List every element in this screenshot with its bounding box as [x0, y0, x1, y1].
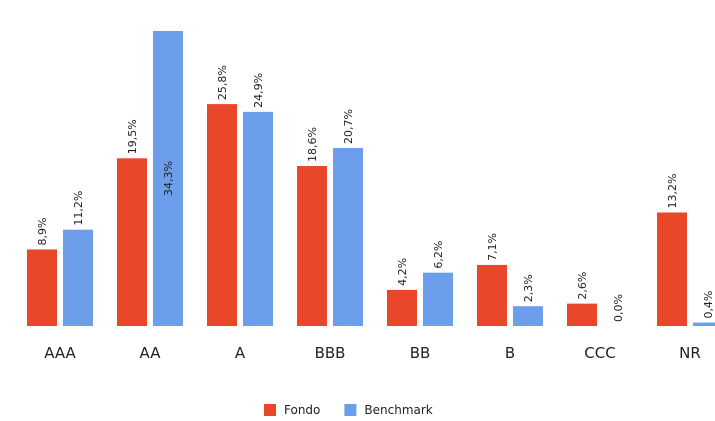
value-label: 8,9%	[36, 218, 49, 246]
bar	[63, 229, 93, 326]
value-label: 2,3%	[522, 274, 535, 302]
bar	[423, 272, 453, 326]
bar	[297, 166, 327, 326]
legend-label: Fondo	[284, 403, 320, 417]
value-label: 0,0%	[612, 294, 625, 322]
bar	[207, 104, 237, 327]
legend-swatch	[264, 404, 276, 416]
value-label: 25,8%	[216, 65, 229, 100]
value-label: 2,6%	[576, 272, 589, 300]
bar	[513, 306, 543, 326]
value-label: 13,2%	[666, 174, 679, 209]
value-label: 11,2%	[72, 191, 85, 226]
value-label: 19,5%	[126, 119, 139, 154]
x-tick-label: B	[505, 344, 515, 362]
bar	[477, 264, 507, 326]
value-label: 7,1%	[486, 233, 499, 261]
bar	[333, 147, 363, 326]
value-label: 34,3%	[162, 161, 175, 196]
bar	[387, 289, 417, 326]
x-tick-label: AAA	[44, 344, 76, 362]
bar	[657, 212, 687, 326]
bar	[153, 31, 183, 326]
bar	[27, 249, 57, 326]
x-tick-label: NR	[679, 344, 701, 362]
value-label: 6,2%	[432, 241, 445, 269]
x-tick-label: AA	[140, 344, 162, 362]
x-tick-label: A	[235, 344, 246, 362]
x-tick-label: CCC	[584, 344, 615, 362]
value-label: 0,4%	[702, 291, 715, 319]
bar	[117, 158, 147, 326]
bar	[567, 303, 597, 326]
x-tick-label: BBB	[315, 344, 346, 362]
value-label: 18,6%	[306, 127, 319, 162]
value-label: 4,2%	[396, 258, 409, 286]
x-tick-label: BB	[410, 344, 431, 362]
legend-label: Benchmark	[364, 403, 432, 417]
value-label: 20,7%	[342, 109, 355, 144]
value-label: 24,9%	[252, 73, 265, 108]
bar	[243, 111, 273, 326]
bar	[693, 322, 715, 326]
legend-swatch	[344, 404, 357, 416]
